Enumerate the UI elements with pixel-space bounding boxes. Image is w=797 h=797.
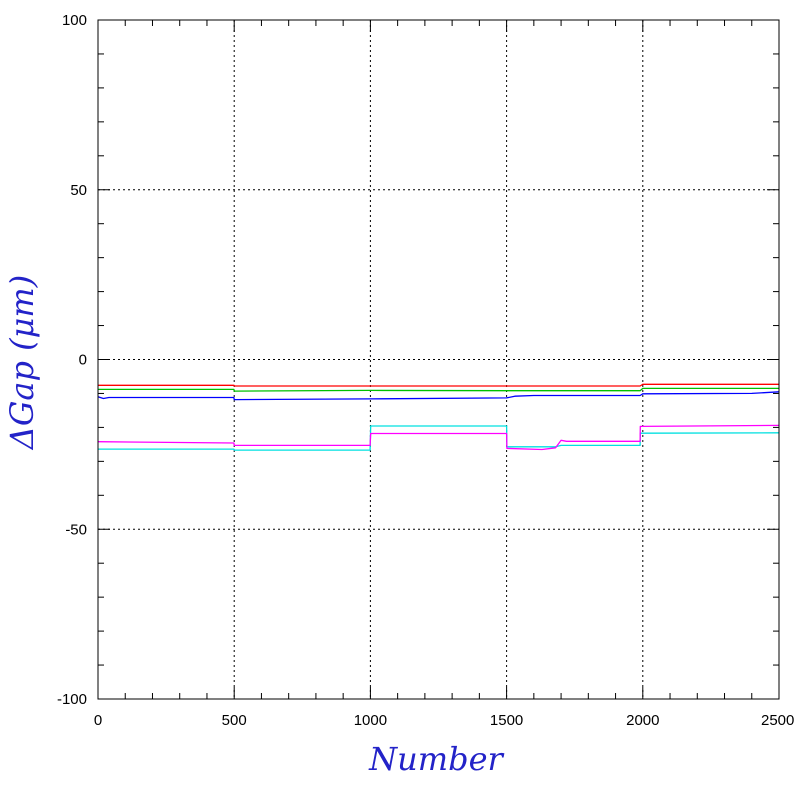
series-group [97,383,780,451]
y-tick-labels: -100 -50 0 50 100 [57,12,87,708]
x-tick-labels: 0 500 1000 1500 2000 2500 [94,712,795,729]
x-tick-label: 0 [94,712,102,729]
x-tick-label: 1000 [354,712,387,729]
y-tick-label: 0 [79,352,87,369]
series-line-1 [98,383,779,387]
x-tick-label: 2000 [626,712,659,729]
series-line-5 [97,424,780,451]
plot-frame [97,19,780,700]
y-tick-label: -100 [57,691,87,708]
grid-lines [98,20,779,699]
y-tick-label: -50 [65,521,87,538]
y-tick-label: 50 [70,182,87,199]
x-tick-label: 1500 [490,712,523,729]
y-axis-title: ΔGap (μm) [3,275,41,452]
y-tick-label: 100 [62,12,87,29]
x-tick-label: 500 [222,712,247,729]
series-line-3 [97,391,780,401]
x-axis-title: Number [368,740,504,778]
series-line-2 [98,387,779,392]
x-tick-label: 2500 [761,712,794,729]
